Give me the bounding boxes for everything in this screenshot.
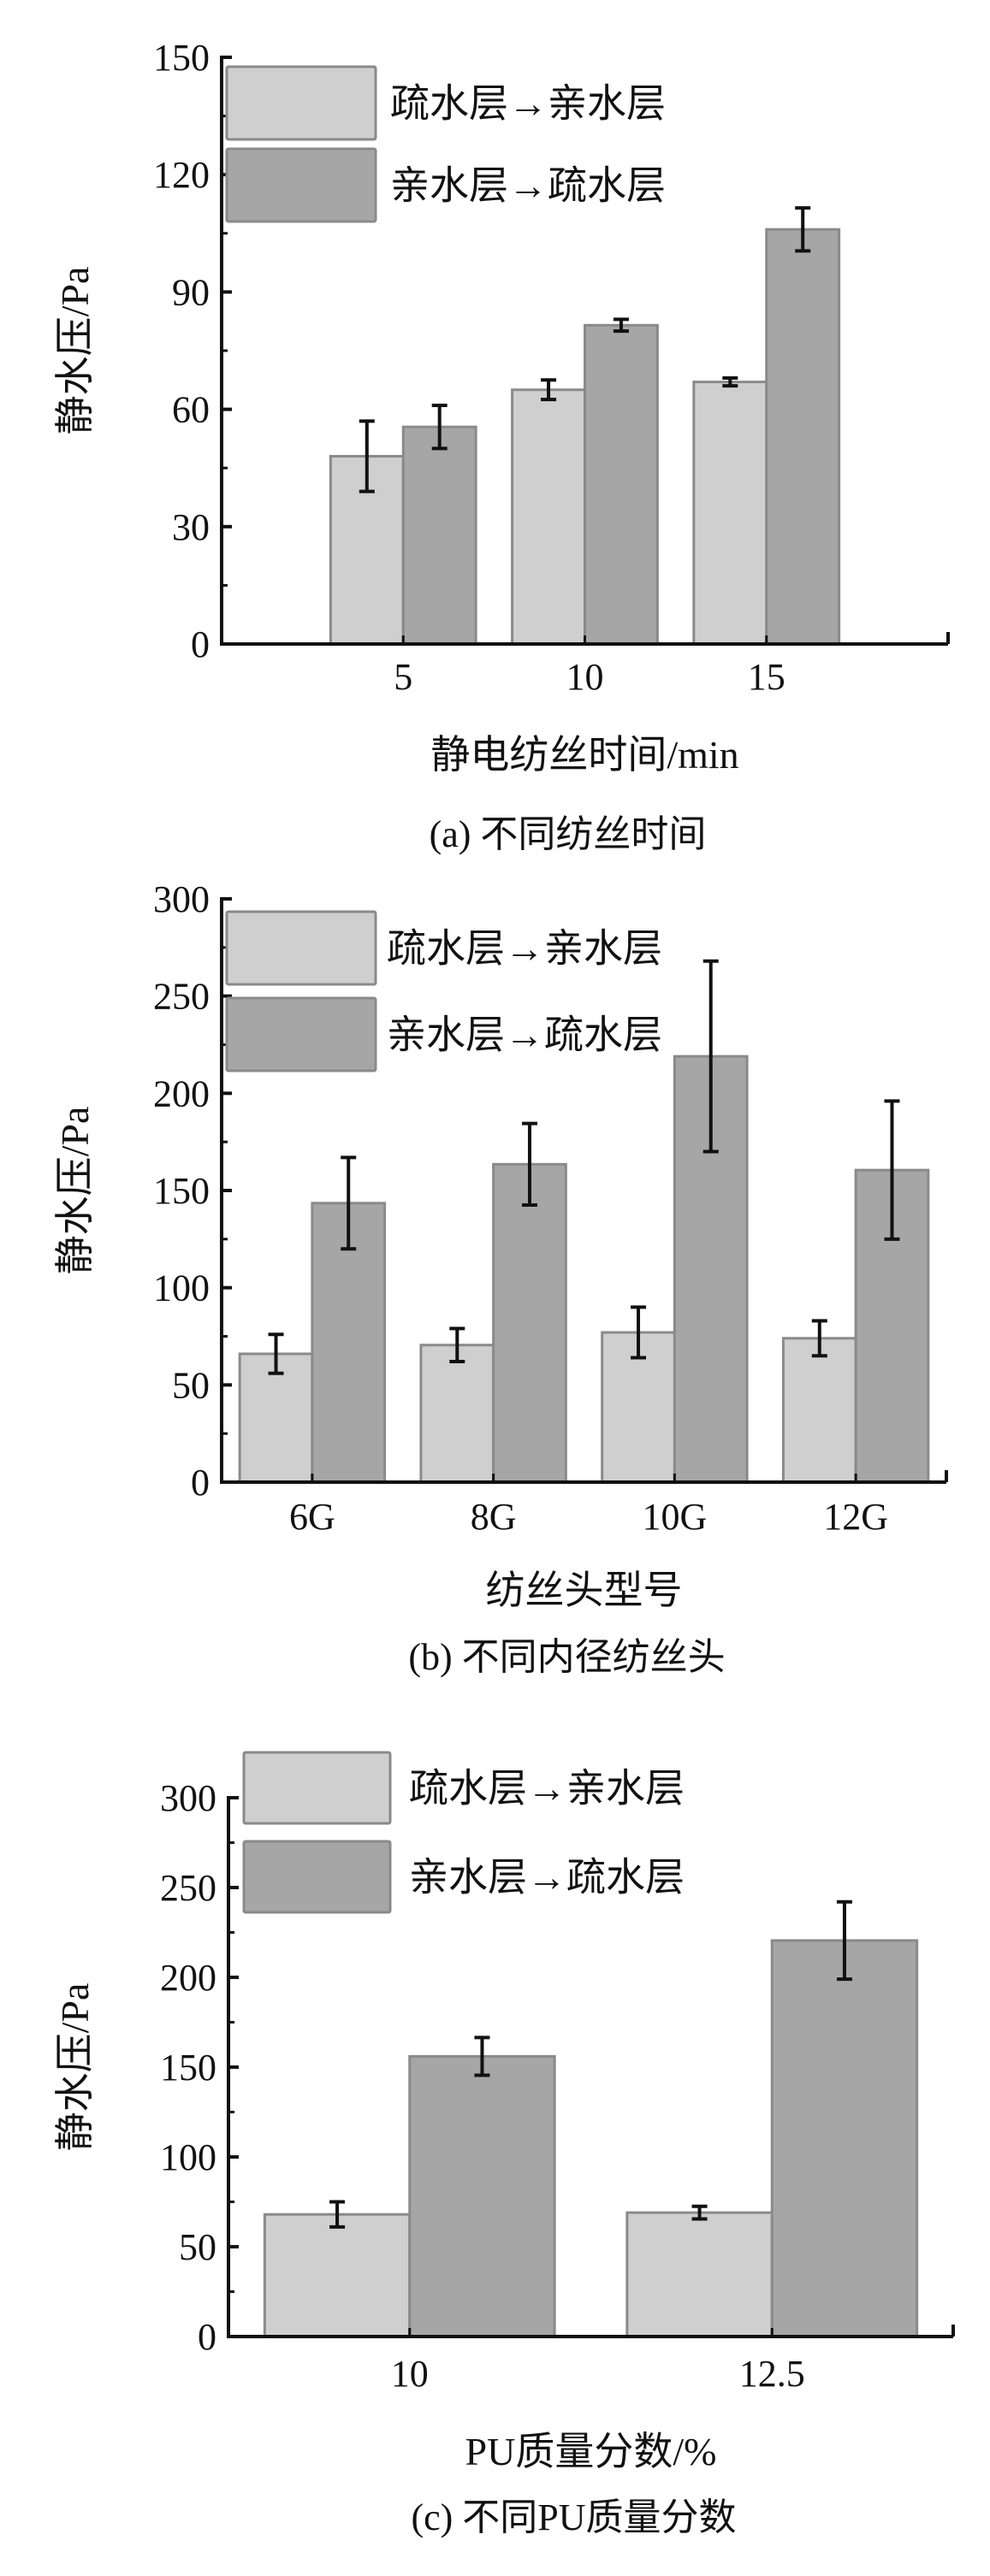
error-bar [359,419,375,493]
legend-swatch [242,1840,392,1914]
error-bar [431,404,448,451]
y-tick-label: 120 [153,154,210,196]
y-tick-label: 30 [172,506,210,548]
y-tick-label: 0 [191,623,210,665]
y-axis-label: 静水压/Pa [53,1107,97,1275]
y-axis-label: 静水压/Pa [53,1983,97,2152]
error-bar [691,2204,708,2221]
x-tick-label: 10 [566,656,604,698]
legend-swatch [225,147,377,223]
legend-label: 亲水层→疏水层 [409,1856,685,1900]
x-tick-label: 10G [642,1496,707,1538]
error-bar [795,206,811,253]
x-axis-label: PU质量分数/% [465,2430,717,2473]
y-tick-label: 60 [172,389,210,431]
y-tick-label: 200 [160,1957,216,1999]
bar-hydrophilic-to-hydrophobic [408,2054,556,2338]
bar-hydrophilic-to-hydrophobic [492,1162,567,1484]
legend-label: 疏水层→亲水层 [387,927,662,971]
y-tick-label: 150 [160,2047,216,2089]
y-tick-label: 150 [153,37,210,79]
bar-hydrophobic-to-hydrophilic [781,1337,857,1484]
x-tick-label: 10 [391,2353,429,2395]
error-bar [884,1099,900,1241]
y-tick-label: 250 [160,1867,216,1909]
legend-label: 疏水层→亲水层 [390,82,666,126]
error-bar [631,1305,647,1360]
bar-hydrophobic-to-hydrophilic [419,1344,495,1484]
bar-hydrophobic-to-hydrophilic [625,2211,774,2338]
bar-hydrophilic-to-hydrophobic [401,425,477,646]
x-tick-label: 15 [748,656,785,698]
y-axis-label: 静水压/Pa [53,267,97,435]
error-bar [613,317,629,334]
error-bar [836,1900,852,1982]
error-bar [722,376,738,388]
bar-hydrophobic-to-hydrophilic [692,381,768,646]
x-tick-label: 5 [394,656,412,698]
error-bar [521,1121,537,1208]
y-tick-label: 200 [153,1072,210,1114]
x-tick-label: 8G [471,1496,517,1538]
legend-swatch [225,910,377,986]
x-tick-label: 6G [289,1496,335,1538]
error-bar [474,2035,490,2077]
y-tick-label: 90 [172,271,210,313]
error-bar [702,959,719,1154]
y-tick-label: 100 [160,2136,216,2178]
y-tick-label: 50 [179,2226,216,2268]
legend-swatch [225,996,377,1072]
x-tick-label: 12.5 [739,2353,805,2395]
x-axis-label: 纺丝头型号 [486,1569,683,1612]
chart-panel-b: 0 50 100 150 200 250 300 6G 8G 10G 12G 纺丝头型号 静水压/Pa (… [53,878,948,1678]
x-axis-label: 静电纺丝时间/min [430,733,738,777]
figure-caption: (b) 不同内径纺丝头 [408,1636,725,1678]
error-bar [268,1332,284,1375]
legend-swatch [225,65,377,141]
y-tick-label: 150 [153,1170,210,1212]
bar-hydrophobic-to-hydrophilic [511,388,586,646]
legend-label: 亲水层→疏水层 [387,1013,662,1057]
error-bar [449,1326,465,1364]
figure-caption: (a) 不同纺丝时间 [430,813,707,855]
legend-label: 亲水层→疏水层 [390,164,666,208]
error-bar [811,1319,827,1358]
y-tick-label: 0 [191,1462,210,1504]
bar-hydrophobic-to-hydrophilic [263,2213,412,2338]
error-bar [341,1155,357,1251]
y-tick-label: 0 [198,2316,216,2358]
chart-panel-c: 0 50 100 150 200 250 300 10 12.5 PU质量分数/% 静水压/Pa (c… [53,1751,955,2538]
y-tick-label: 250 [153,976,210,1018]
y-tick-label: 300 [160,1777,216,1819]
legend-label: 疏水层→亲水层 [409,1767,685,1811]
bar-hydrophilic-to-hydrophobic [584,323,659,646]
error-bar [541,378,557,402]
x-tick-label: 12G [823,1496,888,1538]
y-tick-label: 50 [172,1364,210,1406]
bar-hydrophilic-to-hydrophobic [770,1939,919,2338]
y-tick-label: 300 [153,878,210,920]
bar-hydrophilic-to-hydrophobic [765,227,841,646]
legend-swatch [242,1751,392,1825]
figure-caption: (c) 不同PU质量分数 [411,2496,736,2538]
y-tick-label: 100 [153,1267,210,1309]
error-bar [329,2200,346,2229]
